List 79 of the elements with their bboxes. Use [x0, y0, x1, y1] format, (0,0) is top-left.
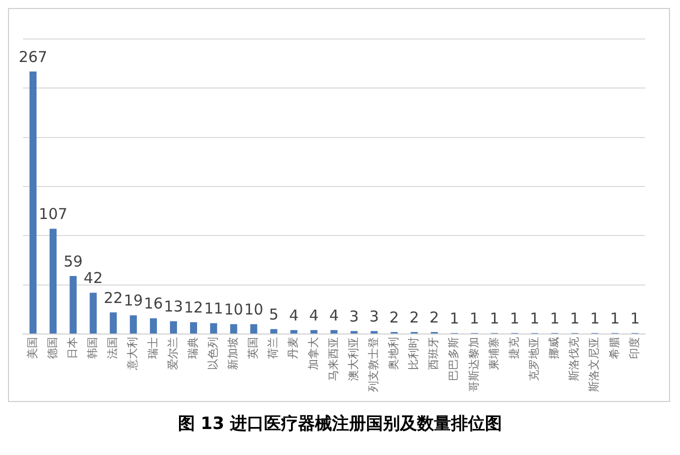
bar	[30, 71, 37, 334]
data-label: 3	[349, 307, 359, 326]
data-label: 42	[84, 269, 103, 288]
x-tick-label: 柬埔寨	[487, 337, 500, 370]
x-tick-label: 巴巴多斯	[447, 337, 460, 381]
bar	[170, 321, 177, 334]
x-tick-label: 列支敦士登	[366, 337, 380, 392]
data-label: 59	[64, 252, 83, 270]
x-tick-label: 马来西亚	[326, 337, 340, 381]
x-tick-label: 捷克	[507, 337, 520, 359]
x-tick-label: 斯洛伐克	[568, 337, 581, 381]
data-label: 4	[329, 306, 339, 324]
x-tick-label: 印度	[628, 337, 641, 359]
bar	[270, 329, 278, 334]
x-tick-label: 比利时	[407, 337, 420, 370]
x-tick-label: 希腊	[608, 337, 621, 359]
data-label: 1	[550, 309, 560, 328]
x-tick-label: 加拿大	[306, 337, 320, 370]
bar	[210, 323, 218, 334]
x-tick-label: 意大利	[126, 337, 140, 371]
data-label: 1	[630, 309, 640, 328]
data-label: 22	[104, 288, 123, 307]
data-label: 10	[244, 300, 264, 319]
x-tick-label: 英国	[246, 337, 260, 359]
x-tick-label: 德国	[46, 337, 59, 359]
x-tick-label: 瑞士	[146, 337, 160, 359]
x-tick-label: 克罗地亚	[528, 337, 541, 381]
x-tick-label: 以色列	[206, 337, 220, 370]
bar	[130, 315, 137, 334]
x-tick-label: 法国	[106, 337, 120, 359]
bar	[310, 330, 318, 334]
bar	[250, 324, 258, 334]
bar	[290, 330, 298, 334]
data-label: 1	[570, 309, 580, 328]
x-tick-label: 瑞典	[186, 337, 200, 359]
data-label: 13	[164, 298, 184, 316]
data-label: 2	[430, 308, 440, 326]
data-label: 4	[309, 306, 319, 324]
x-tick-label: 日本	[66, 337, 80, 359]
x-tick-label: 挪威	[548, 337, 561, 359]
x-tick-label: 新加坡	[226, 337, 240, 370]
data-label: 11	[204, 300, 224, 318]
data-label: 2	[389, 308, 399, 326]
x-tick-label: 丹麦	[286, 337, 300, 359]
data-label: 1	[610, 309, 620, 328]
data-label: 267	[18, 48, 48, 66]
x-tick-label: 荷兰	[266, 337, 280, 359]
bar	[190, 322, 198, 334]
x-tick-label: 西班牙	[427, 337, 440, 370]
bar	[70, 276, 77, 334]
bar	[90, 292, 97, 334]
bar	[50, 228, 57, 334]
data-label: 10	[224, 300, 244, 319]
x-tick-label: 澳大利亚	[346, 337, 360, 381]
data-label: 1	[450, 309, 460, 328]
data-label: 3	[369, 307, 379, 326]
text: 图 13 进口医疗器械注册国别及数量排位图	[176, 413, 504, 435]
data-label: 107	[38, 205, 68, 224]
data-label: 12	[184, 298, 204, 317]
x-tick-label: 韩国	[86, 337, 100, 359]
data-label: 2	[409, 308, 420, 326]
bar	[230, 324, 238, 334]
data-label: 5	[269, 305, 279, 324]
data-label: 4	[289, 306, 299, 324]
data-label: 1	[470, 309, 480, 328]
data-label: 19	[124, 292, 143, 310]
x-tick-label: 美国	[26, 337, 39, 359]
data-label: 1	[490, 309, 500, 328]
bar	[330, 330, 338, 334]
data-label: 1	[530, 309, 540, 328]
bar	[150, 318, 157, 334]
data-label: 1	[590, 309, 600, 328]
x-tick-label: 哥斯达黎加	[467, 337, 480, 392]
x-tick-label: 斯洛文尼亚	[588, 337, 601, 392]
data-label: 16	[144, 294, 163, 313]
data-label: 1	[510, 309, 520, 328]
bar	[110, 312, 117, 334]
x-tick-label: 奥地利	[387, 337, 400, 370]
x-tick-label: 爱尔兰	[166, 337, 180, 370]
